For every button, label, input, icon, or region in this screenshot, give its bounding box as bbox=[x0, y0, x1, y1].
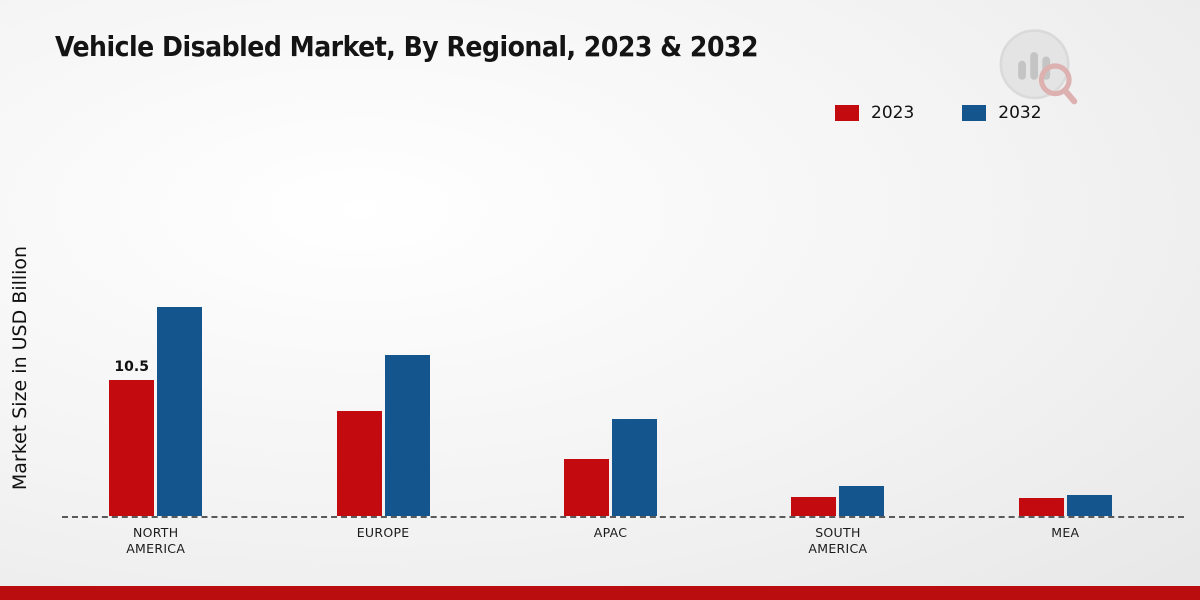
y-axis-label: Market Size in USD Billion bbox=[9, 245, 31, 491]
x-axis-baseline bbox=[62, 516, 1184, 518]
bar-2023-europe bbox=[336, 410, 382, 516]
category-label-mea: MEA bbox=[1051, 525, 1080, 540]
bar-2032-mea bbox=[1066, 495, 1112, 516]
bar-2032-north-america bbox=[157, 306, 203, 516]
legend: 2023 2032 bbox=[835, 103, 1042, 123]
bar-pair bbox=[336, 295, 430, 516]
bar-2023-north-america: 10.5 bbox=[109, 359, 155, 516]
bar-2023-south-america bbox=[791, 496, 837, 516]
bar-pair bbox=[791, 295, 885, 516]
category-label-apac: APAC bbox=[593, 525, 628, 540]
legend-item-2032: 2032 bbox=[962, 103, 1042, 123]
category-label-europe: EUROPE bbox=[356, 525, 410, 540]
bar-group-mea: MEA bbox=[952, 295, 1179, 558]
legend-swatch-2032 bbox=[962, 105, 987, 121]
bar-2032-south-america bbox=[839, 486, 885, 516]
category-label-north-america: NORTH AMERICA bbox=[126, 525, 186, 557]
footer-bar bbox=[0, 586, 1200, 600]
bar-data-label: 10.5 bbox=[114, 358, 149, 375]
plot-area: 10.5 NORTH AMERICA EUROPE APAC SOUTH AMERICA… bbox=[42, 295, 1184, 558]
bar-2023-apac bbox=[564, 458, 610, 516]
bar-pair bbox=[1018, 295, 1112, 516]
bar-group-apac: APAC bbox=[497, 295, 724, 558]
legend-label-2032: 2032 bbox=[998, 103, 1042, 123]
bar-group-south-america: SOUTH AMERICA bbox=[724, 295, 951, 558]
bar-pair: 10.5 bbox=[109, 295, 203, 516]
chart-title: Vehicle Disabled Market, By Regional, 20… bbox=[55, 30, 759, 63]
bar-2023-mea bbox=[1018, 497, 1064, 516]
bar-2032-europe bbox=[384, 354, 430, 516]
legend-item-2023: 2023 bbox=[835, 103, 914, 123]
legend-swatch-2023 bbox=[835, 105, 859, 121]
bar-pair bbox=[564, 295, 658, 516]
bar-group-europe: EUROPE bbox=[269, 295, 496, 558]
bar-group-north-america: 10.5 NORTH AMERICA bbox=[42, 295, 269, 558]
logo-watermark-icon bbox=[999, 29, 1078, 105]
legend-label-2023: 2023 bbox=[871, 103, 915, 123]
bar-groups: 10.5 NORTH AMERICA EUROPE APAC SOUTH AMERICA… bbox=[42, 295, 1184, 558]
bar-2032-apac bbox=[612, 418, 658, 516]
category-label-south-america: SOUTH AMERICA bbox=[808, 525, 868, 557]
